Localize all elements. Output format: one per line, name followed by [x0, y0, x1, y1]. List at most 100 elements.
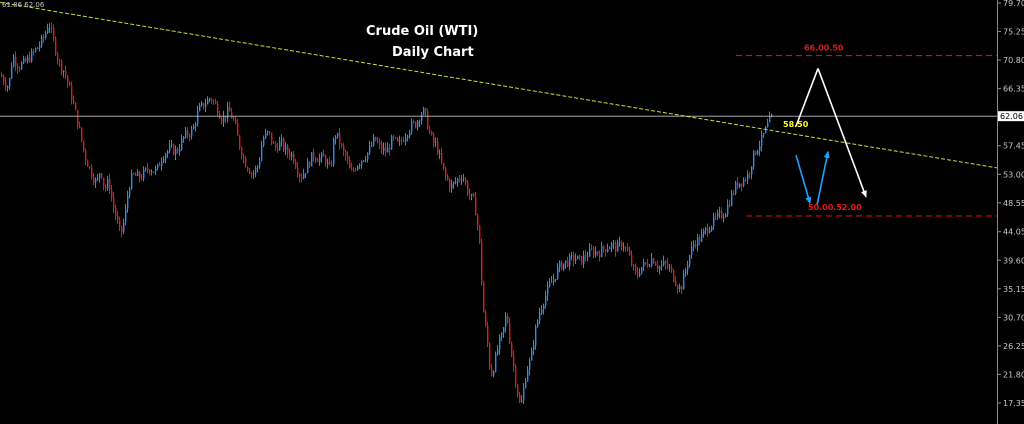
candle-body: [321, 153, 323, 158]
candle-body: [205, 104, 207, 108]
candle-body: [185, 130, 187, 137]
candle-body: [395, 137, 397, 139]
price-tick-label: 48.55: [1003, 199, 1024, 208]
candle-body: [391, 136, 393, 150]
candle-body: [731, 193, 733, 206]
candle-body: [207, 99, 209, 105]
candle-body: [593, 249, 595, 256]
candle-body: [571, 255, 573, 257]
candle-body: [259, 160, 261, 167]
candle-body: [433, 134, 435, 143]
candle-body: [39, 45, 41, 48]
candle-body: [41, 36, 43, 46]
candle-body: [409, 131, 411, 137]
candle-body: [279, 141, 281, 151]
candle-body: [627, 247, 629, 251]
candle-body: [507, 315, 509, 323]
candle-body: [719, 211, 721, 213]
candle-body: [407, 136, 409, 138]
candle-body: [159, 164, 161, 166]
candle-body: [287, 146, 289, 154]
candle-body: [721, 211, 723, 218]
candle-body: [149, 169, 151, 173]
candle-body: [527, 370, 529, 382]
candle-body: [339, 132, 341, 145]
candle-body: [285, 146, 287, 150]
candle-body: [479, 225, 481, 243]
candle-body: [555, 278, 557, 280]
candle-body: [583, 254, 585, 264]
candle-body: [497, 349, 499, 355]
candle-body: [243, 156, 245, 158]
candle-body: [531, 350, 533, 361]
candle-body: [107, 178, 109, 189]
candle-body: [367, 152, 369, 160]
candle-body: [275, 143, 277, 148]
candle-body: [601, 246, 603, 257]
candle-body: [303, 173, 305, 179]
candle-body: [133, 173, 135, 175]
candle-body: [299, 174, 301, 178]
candle-body: [659, 266, 661, 269]
candle-body: [495, 354, 497, 372]
candle-body: [703, 230, 705, 235]
candle-body: [51, 27, 53, 29]
candle-body: [241, 148, 243, 157]
candle-body: [157, 164, 159, 169]
candle-body: [663, 261, 665, 265]
candle-body: [27, 56, 29, 62]
candle-body: [93, 177, 95, 183]
candle-body: [567, 260, 569, 267]
candle-body: [509, 322, 511, 343]
candle-body: [669, 267, 671, 269]
candle-body: [399, 140, 401, 142]
candle-body: [733, 193, 735, 195]
candle-body: [633, 265, 635, 267]
candle-body: [657, 265, 659, 269]
candle-body: [377, 140, 379, 143]
candle-body: [195, 124, 197, 127]
candle-body: [315, 158, 317, 161]
candle-body: [211, 98, 213, 101]
candle-body: [235, 119, 237, 124]
candle-body: [379, 142, 381, 145]
candle-body: [351, 168, 353, 170]
candle-body: [543, 305, 545, 310]
candle-body: [771, 114, 773, 117]
candle-body: [737, 182, 739, 187]
candle-body: [605, 249, 607, 252]
candle-body: [437, 141, 439, 154]
candle-body: [769, 116, 771, 123]
candle-body: [223, 116, 225, 122]
candle-body: [577, 255, 579, 259]
candle-body: [671, 267, 673, 270]
candle-body: [603, 246, 605, 250]
candle-body: [233, 118, 235, 120]
candle-body: [63, 70, 65, 72]
candle-body: [45, 33, 47, 39]
chart-subtitle: Daily Chart: [392, 45, 474, 60]
candle-body: [431, 131, 433, 135]
candle-body: [545, 295, 547, 306]
candle-body: [617, 242, 619, 252]
candle-body: [97, 177, 99, 180]
candle-body: [95, 179, 97, 183]
candle-body: [153, 171, 155, 173]
candle-body: [319, 157, 321, 162]
candle-body: [725, 214, 727, 218]
candle-body: [405, 137, 407, 142]
candle-body: [499, 336, 501, 350]
candle-body: [685, 269, 687, 274]
candle-body: [277, 147, 279, 151]
candle-body: [115, 207, 117, 217]
candle-body: [183, 136, 185, 139]
candle-body: [745, 179, 747, 181]
candle-body: [653, 258, 655, 264]
candle-body: [313, 152, 315, 159]
candle-body: [389, 147, 391, 150]
candle-body: [317, 160, 319, 162]
candle-body: [557, 266, 559, 279]
candle-body: [129, 188, 131, 196]
candle-body: [441, 153, 443, 163]
